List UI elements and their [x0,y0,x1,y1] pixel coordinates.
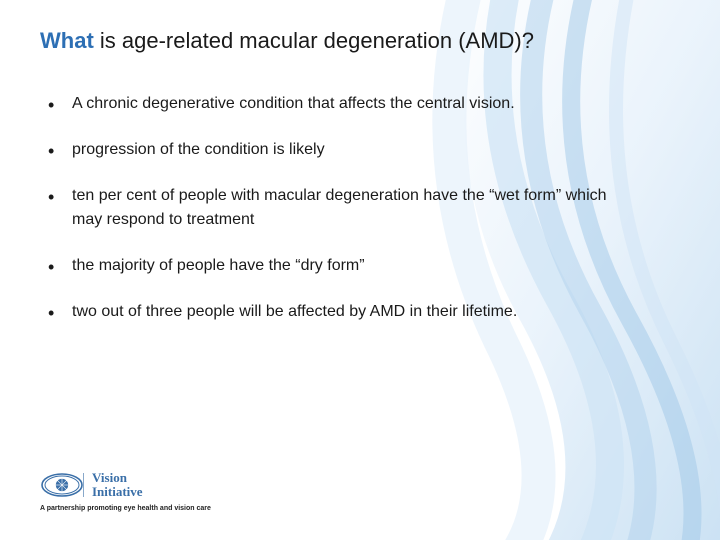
logo-text: Vision Initiative [92,471,143,498]
title-accent: What [40,28,94,53]
list-item: two out of three people will be affected… [48,300,608,324]
logo-line1: Vision [92,471,143,485]
list-item: ten per cent of people with macular dege… [48,184,608,232]
slide-content: What is age-related macular degeneration… [0,0,720,366]
tagline: A partnership promoting eye health and v… [40,505,211,512]
logo-line2: Initiative [92,485,143,499]
title-rest: is age-related macular degeneration (AMD… [94,28,534,53]
logo: Vision Initiative [40,471,211,499]
list-item: the majority of people have the “dry for… [48,254,608,278]
eye-icon [40,471,84,499]
footer: Vision Initiative A partnership promotin… [40,471,211,512]
bullet-list: A chronic degenerative condition that af… [40,92,672,324]
list-item: progression of the condition is likely [48,138,608,162]
page-title: What is age-related macular degeneration… [40,28,672,54]
list-item: A chronic degenerative condition that af… [48,92,608,116]
